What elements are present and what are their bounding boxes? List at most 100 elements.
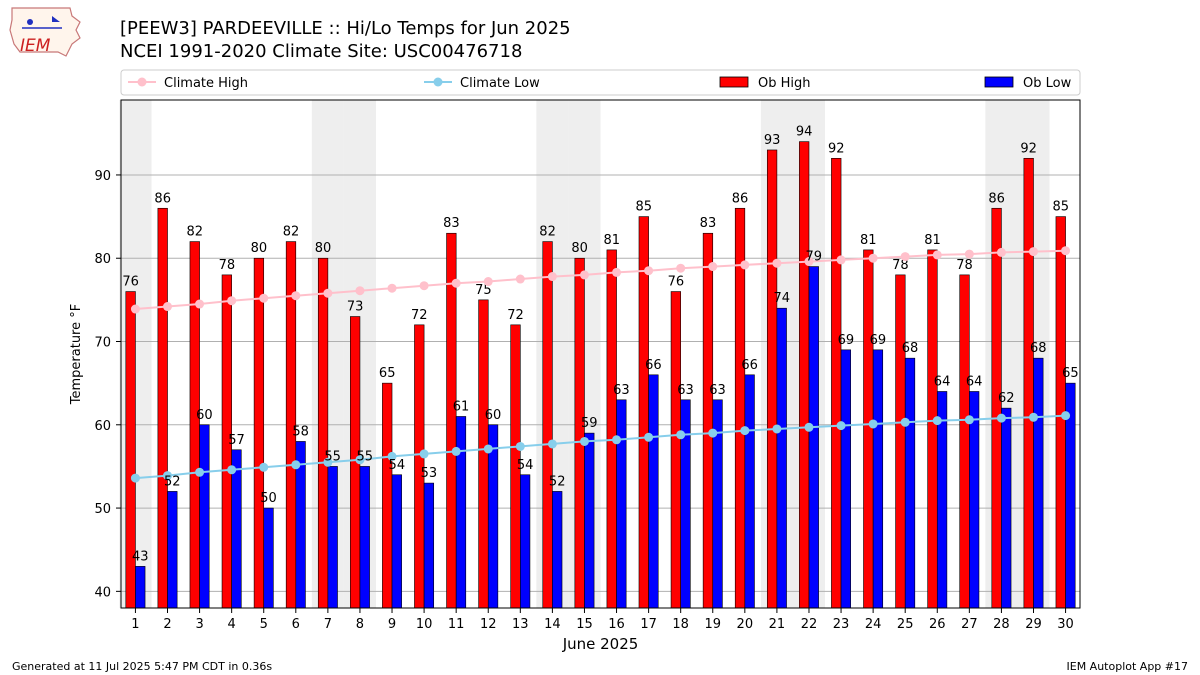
ob-high-label-day-22: 94 bbox=[796, 125, 813, 140]
legend-ob-low-label: Ob Low bbox=[1023, 76, 1072, 91]
ob-low-bar-day-13 bbox=[520, 474, 531, 609]
ob-high-bar-day-17 bbox=[638, 216, 649, 609]
ob-high-label-day-26: 81 bbox=[924, 233, 941, 248]
iem-logo: IEM bbox=[9, 7, 81, 57]
climate-high-point-day-10 bbox=[419, 281, 429, 291]
climate-low-point-day-9 bbox=[387, 451, 397, 461]
climate-high-point-day-15 bbox=[579, 270, 589, 280]
ob-low-bar-day-10 bbox=[423, 482, 435, 609]
ob-high-label-day-30: 85 bbox=[1052, 200, 1069, 215]
ob-high-label-day-24: 81 bbox=[860, 233, 877, 248]
ob-high-label-day-18: 76 bbox=[668, 275, 685, 290]
ob-low-label-day-18: 63 bbox=[677, 383, 694, 398]
ob-low-bar-day-14 bbox=[552, 491, 563, 609]
x-tick-label-1: 1 bbox=[131, 617, 139, 632]
ob-high-bar-day-2 bbox=[157, 207, 168, 609]
x-tick-label-23: 23 bbox=[833, 617, 850, 632]
climate-low-point-day-13 bbox=[515, 441, 525, 451]
ob-high-bar-day-27 bbox=[959, 274, 970, 609]
ob-high-label-day-21: 93 bbox=[764, 133, 781, 148]
y-tick-label-40: 40 bbox=[94, 585, 111, 600]
x-tick-label-6: 6 bbox=[292, 617, 300, 632]
ob-low-bar-day-3 bbox=[199, 424, 210, 609]
x-tick-label-21: 21 bbox=[769, 617, 786, 632]
ob-high-bar-day-28 bbox=[991, 207, 1002, 609]
ob-high-label-day-15: 80 bbox=[571, 241, 588, 256]
ob-high-bar-day-14 bbox=[542, 241, 553, 609]
climate-low-point-day-3 bbox=[195, 467, 205, 477]
ob-low-bar-day-25 bbox=[904, 357, 916, 609]
logo-sun-icon bbox=[27, 19, 33, 25]
climate-low-point-day-11 bbox=[451, 446, 461, 456]
ob-low-label-day-15: 59 bbox=[581, 416, 598, 431]
x-tick-label-14: 14 bbox=[544, 617, 561, 632]
ob-high-bar-day-25 bbox=[895, 274, 906, 609]
climate-high-point-day-6 bbox=[291, 291, 301, 301]
ob-high-label-day-4: 78 bbox=[219, 258, 236, 273]
ob-low-label-day-20: 66 bbox=[741, 358, 758, 373]
x-tick-label-8: 8 bbox=[356, 617, 364, 632]
climate-low-point-day-26 bbox=[932, 416, 942, 426]
ob-high-bar-day-12 bbox=[478, 299, 489, 609]
ob-low-label-day-26: 64 bbox=[934, 374, 951, 389]
legend-ob-low-swatch bbox=[984, 76, 1014, 88]
ob-low-label-day-10: 53 bbox=[421, 466, 438, 481]
ob-low-label-day-1: 43 bbox=[132, 549, 149, 564]
x-tick-label-4: 4 bbox=[228, 617, 236, 632]
legend-ob-high-label: Ob High bbox=[758, 76, 811, 91]
ob-low-bar-day-17 bbox=[648, 374, 659, 609]
ob-low-label-day-14: 52 bbox=[549, 474, 566, 489]
ob-low-bar-day-11 bbox=[455, 416, 467, 609]
ob-high-bar-day-29 bbox=[1023, 157, 1034, 609]
ob-low-label-day-21: 74 bbox=[773, 291, 790, 306]
ob-low-label-day-8: 55 bbox=[356, 449, 373, 464]
x-tick-label-5: 5 bbox=[260, 617, 268, 632]
ob-high-label-day-23: 92 bbox=[828, 141, 845, 156]
ob-low-label-day-11: 61 bbox=[453, 399, 470, 414]
climate-high-point-day-24 bbox=[868, 253, 878, 263]
ob-high-label-day-13: 72 bbox=[507, 308, 524, 323]
ob-low-label-day-30: 65 bbox=[1062, 366, 1079, 381]
logo-flag-icon bbox=[52, 16, 60, 22]
ob-low-bar-day-2 bbox=[167, 491, 178, 609]
climate-high-point-day-14 bbox=[547, 272, 557, 282]
ob-low-label-day-19: 63 bbox=[709, 383, 726, 398]
x-tick-label-12: 12 bbox=[480, 617, 497, 632]
x-tick-label-28: 28 bbox=[993, 617, 1010, 632]
climate-low-point-day-4 bbox=[227, 465, 237, 475]
ob-high-label-day-2: 86 bbox=[154, 191, 171, 206]
ob-low-label-day-17: 66 bbox=[645, 358, 662, 373]
ob-high-label-day-25: 78 bbox=[892, 258, 909, 273]
climate-high-line bbox=[135, 249, 1066, 310]
climate-high-point-day-23 bbox=[836, 255, 846, 265]
climate-high-point-day-16 bbox=[612, 267, 622, 277]
climate-low-point-day-10 bbox=[419, 449, 429, 459]
x-tick-label-26: 26 bbox=[929, 617, 946, 632]
ob-high-label-day-10: 72 bbox=[411, 308, 428, 323]
ob-low-label-day-4: 57 bbox=[228, 433, 245, 448]
ob-low-label-day-6: 58 bbox=[292, 424, 309, 439]
ob-low-bar-day-16 bbox=[616, 399, 627, 609]
ob-low-bar-day-9 bbox=[391, 474, 402, 609]
ob-high-bar-day-26 bbox=[927, 249, 938, 609]
climate-low-point-day-6 bbox=[291, 460, 301, 470]
ob-low-bar-day-1 bbox=[135, 566, 146, 609]
climate-low-point-day-16 bbox=[612, 435, 622, 445]
ob-high-bar-day-11 bbox=[446, 232, 457, 609]
ob-low-label-day-13: 54 bbox=[517, 458, 534, 473]
ob-high-label-day-16: 81 bbox=[603, 233, 620, 248]
climate-high-point-day-26 bbox=[932, 250, 942, 260]
ob-low-bar-day-29 bbox=[1033, 357, 1044, 609]
ob-high-label-day-6: 82 bbox=[283, 225, 300, 240]
chart-subtitle: NCEI 1991-2020 Climate Site: USC00476718 bbox=[120, 41, 523, 62]
climate-low-point-day-12 bbox=[483, 444, 493, 454]
ob-high-bar-day-18 bbox=[670, 291, 681, 609]
x-tick-label-3: 3 bbox=[195, 617, 203, 632]
ob-low-label-day-7: 55 bbox=[324, 449, 341, 464]
x-tick-label-19: 19 bbox=[704, 617, 721, 632]
climate-high-point-day-18 bbox=[676, 263, 686, 273]
ob-low-bar-day-23 bbox=[840, 349, 851, 609]
x-tick-label-9: 9 bbox=[388, 617, 396, 632]
y-tick-label-60: 60 bbox=[94, 419, 111, 434]
